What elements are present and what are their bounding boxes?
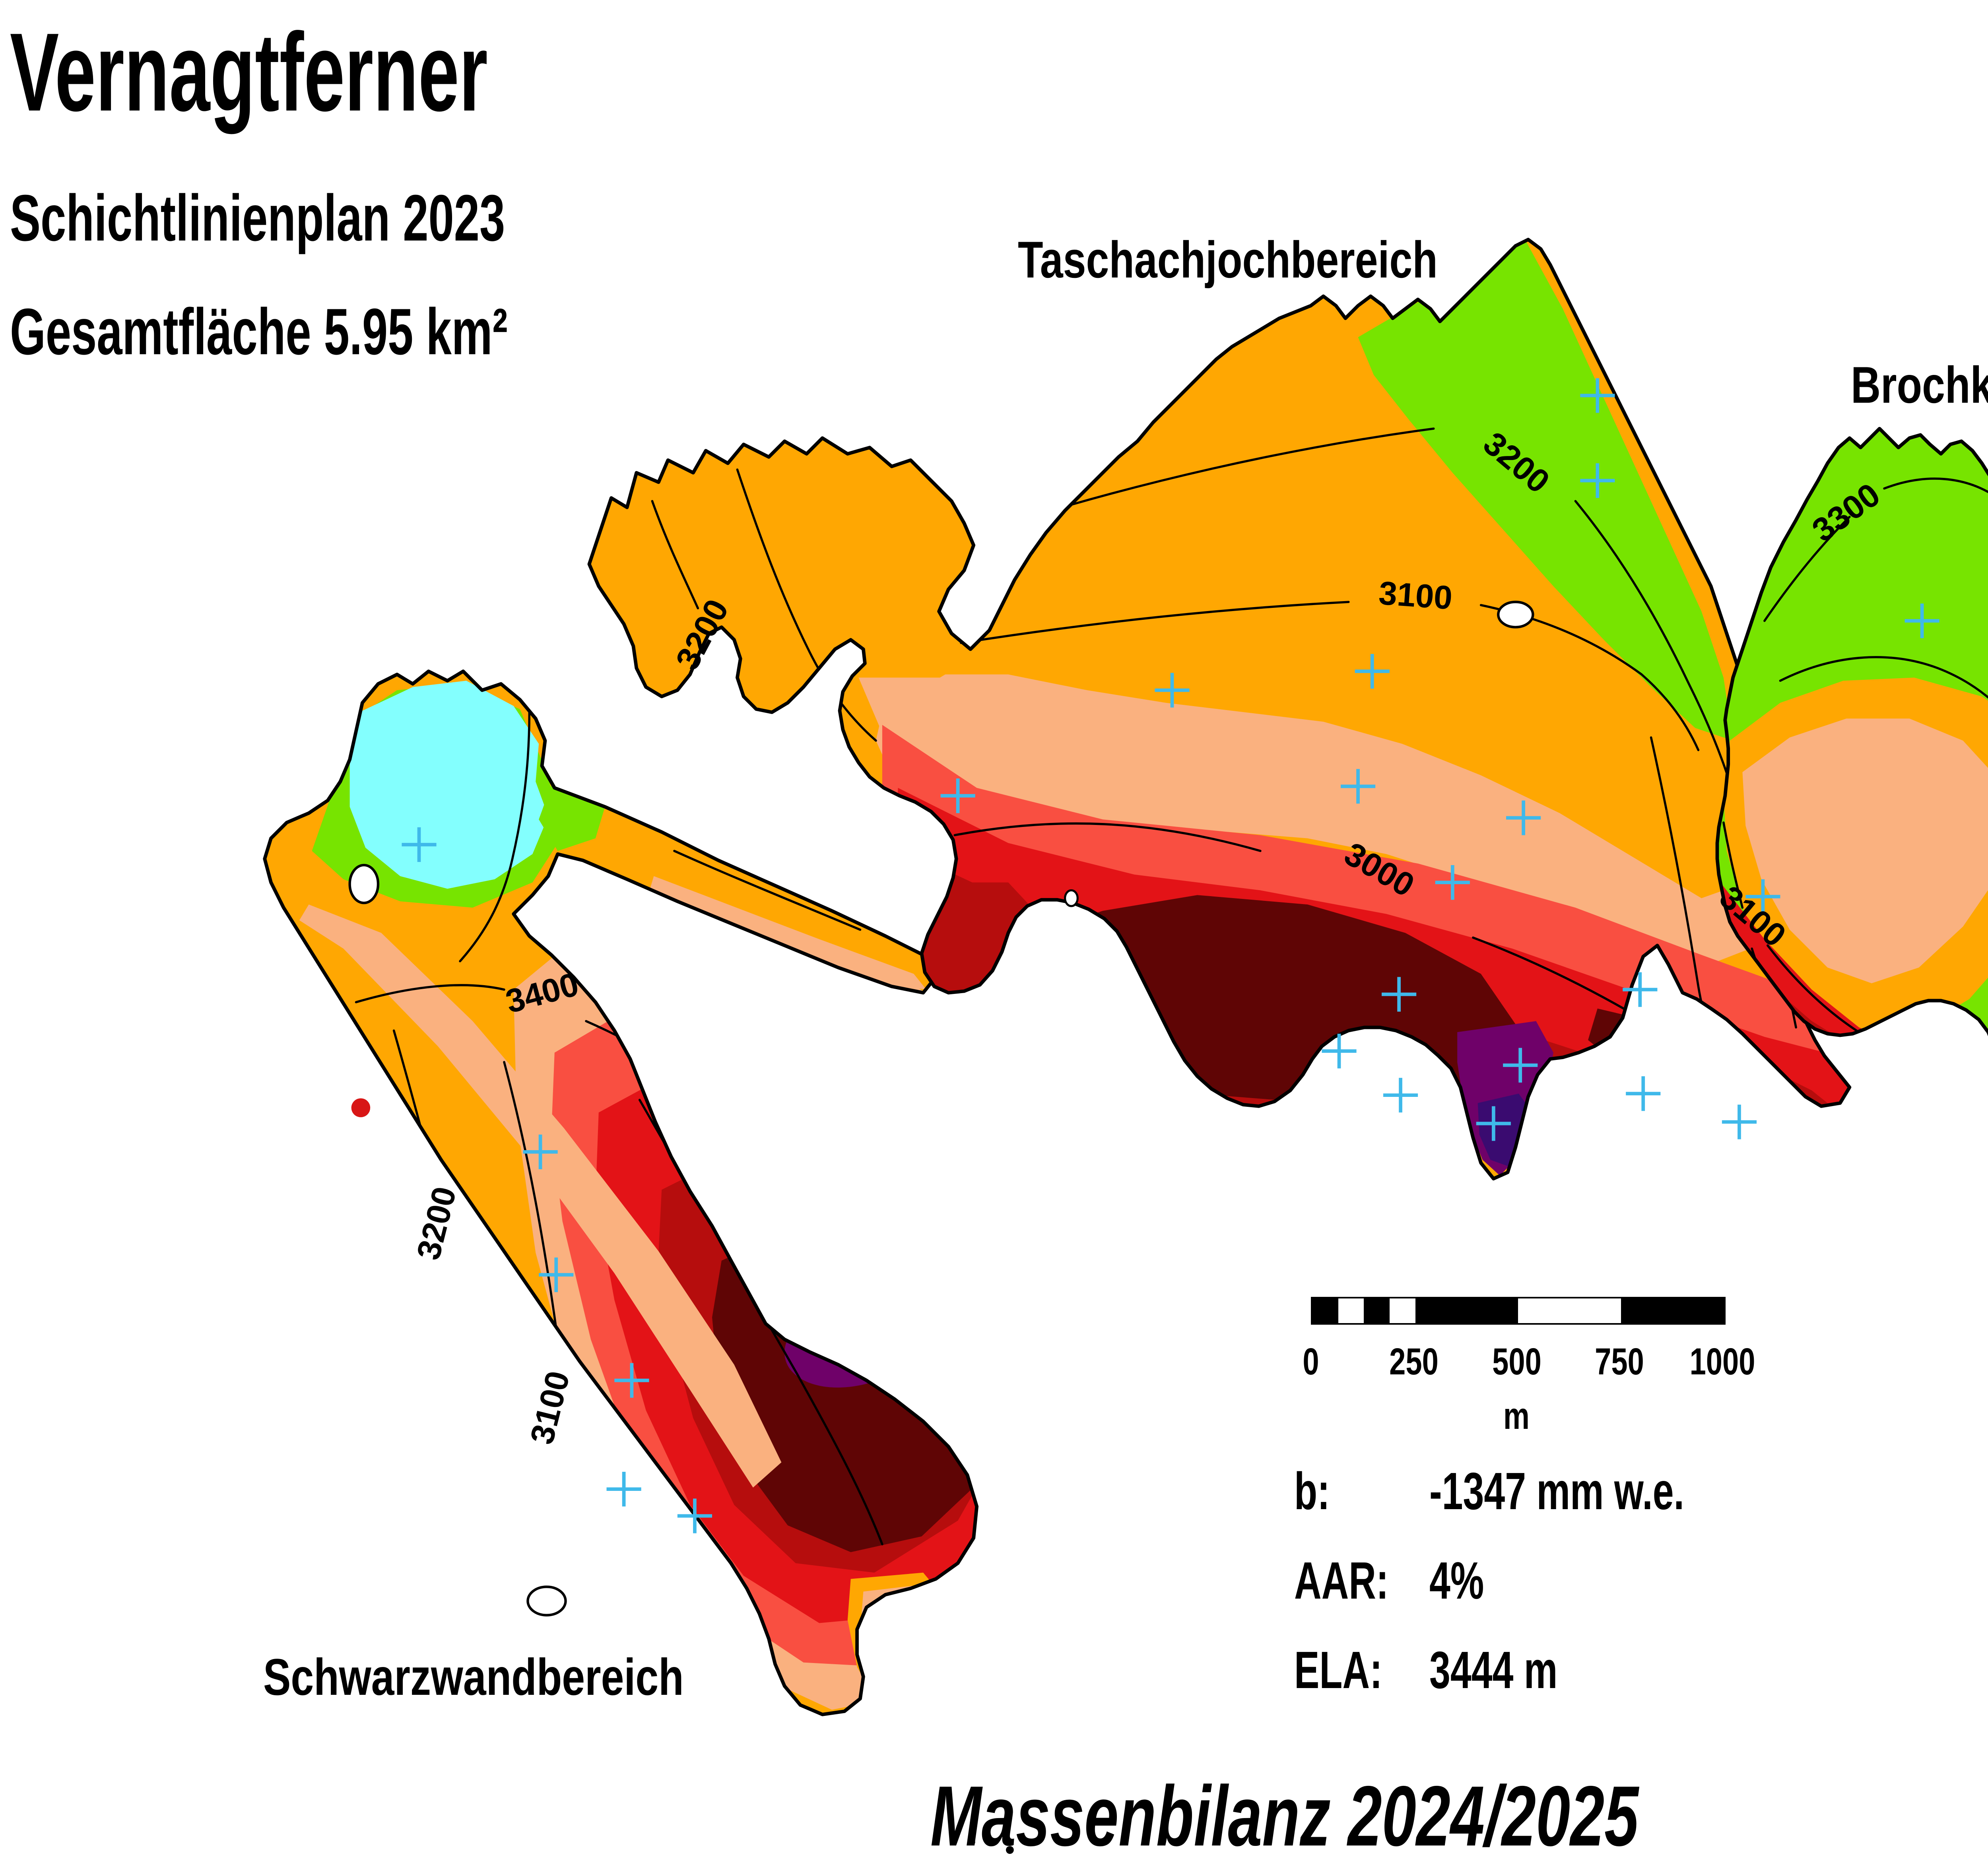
scale-bar-tick: 0 xyxy=(1303,1341,1319,1383)
stat-label: ELA: xyxy=(1294,1641,1382,1699)
schwarzwand-outline xyxy=(263,669,979,1716)
lake xyxy=(348,864,380,904)
lake xyxy=(1064,889,1079,907)
scale-bar-unit: m xyxy=(1503,1395,1530,1437)
scale-bar-segment xyxy=(1390,1298,1415,1323)
scale-bar-tick: 250 xyxy=(1389,1341,1439,1383)
region-label-taschachjoch: Taschachjochbereich xyxy=(1018,231,1438,289)
stat-value: -1347 mm w.e. xyxy=(1429,1462,1684,1520)
scale-bar-tick: 750 xyxy=(1595,1341,1644,1383)
rock-speck xyxy=(1006,1846,1014,1854)
brochkogel-lobe xyxy=(1715,427,1988,1121)
map-title-massenbilanz: Massenbilanz 2024/2025 xyxy=(930,1768,1639,1861)
contour-label: 3100 xyxy=(1378,574,1454,617)
grid-crosses xyxy=(402,378,1939,1533)
stat-label: b: xyxy=(1294,1462,1330,1520)
rock-speck xyxy=(969,1839,975,1845)
scale-bar-tick: 1000 xyxy=(1689,1341,1755,1383)
lake xyxy=(526,1585,567,1616)
scale-bar-segment xyxy=(1338,1298,1364,1323)
central-outline xyxy=(587,238,1852,1181)
stake-marker xyxy=(351,1098,371,1118)
scale-bar xyxy=(1311,1297,1726,1325)
contour-label: 3200 xyxy=(410,1183,463,1263)
scale-bar-segment xyxy=(1312,1298,1338,1323)
subtitle-area: Gesamtfläche 5.95 km² xyxy=(10,295,508,368)
scale-bar-tick: 500 xyxy=(1492,1341,1541,1383)
region-label-brochkogel: Brochkogelbereich xyxy=(1851,356,1988,414)
contour-label: 3100 xyxy=(523,1367,577,1448)
stat-value: 3444 m xyxy=(1429,1641,1558,1699)
stat-label: AAR: xyxy=(1294,1551,1389,1610)
scale-bar-segment xyxy=(1518,1298,1621,1323)
scale-bar-segment xyxy=(1621,1298,1724,1323)
scale-bar-segment xyxy=(1364,1298,1390,1323)
central-lobe xyxy=(587,238,1852,1181)
lake xyxy=(1497,600,1534,629)
region-label-schwarzwand: Schwarzwandbereich xyxy=(263,1648,684,1706)
scale-bar-segment xyxy=(1415,1298,1518,1323)
page-title: Vernagtferner xyxy=(10,10,488,134)
stat-value: 4% xyxy=(1429,1551,1484,1610)
brochkogel-outline xyxy=(1715,427,1988,1037)
subtitle-plan: Schichtlinienplan 2023 xyxy=(10,181,505,254)
